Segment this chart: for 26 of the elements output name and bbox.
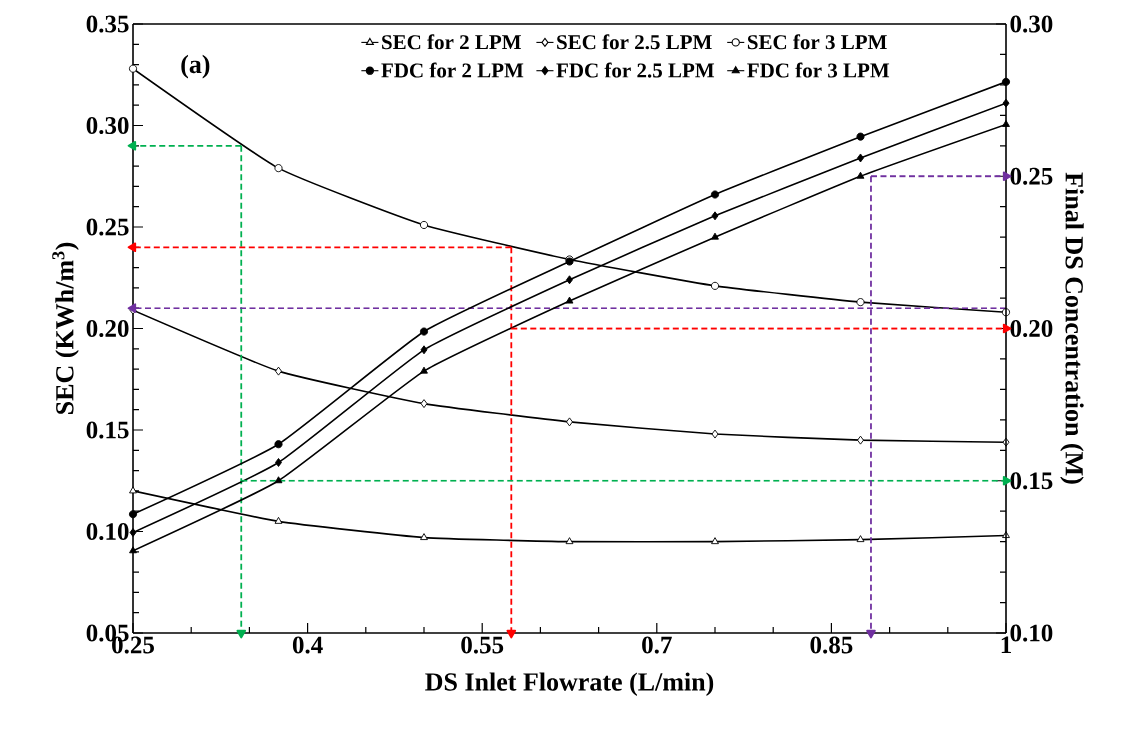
y-tick-label: 0.30 <box>86 117 129 134</box>
y2-tick-label: 0.30 <box>1010 15 1053 33</box>
y2-tick-label: 0.25 <box>1010 167 1053 185</box>
y2-tick-label: 0.15 <box>1010 472 1053 490</box>
y-tick-label: 0.10 <box>86 523 129 540</box>
x-tick-label: 0.7 <box>642 636 672 654</box>
legend-label: FDC for 2 LPM <box>381 62 524 78</box>
x-tick-label: 1 <box>1001 636 1011 654</box>
x-tick-label: 0.4 <box>292 636 323 654</box>
y-axis-title: SEC (KWh/m$^{3}$) <box>52 242 79 414</box>
x-tick-label: 0.85 <box>810 636 853 654</box>
legend-label: FDC for 2.5 LPM <box>556 62 715 78</box>
annotation: (a) <box>181 54 210 79</box>
y2-tick-label: 0.10 <box>1010 624 1053 642</box>
x-tick-label: 0.55 <box>461 636 504 654</box>
y2-tick-label: 0.20 <box>1010 320 1053 337</box>
y-tick-label: 0.15 <box>86 421 129 439</box>
legend-label: SEC for 3 LPM <box>747 34 887 50</box>
y-tick-label: 0.35 <box>86 15 129 33</box>
y2-axis-title: Final DS Concentration (M) <box>1060 172 1084 484</box>
legend-label: SEC for 2 LPM <box>382 34 521 50</box>
x-axis-title: DS Inlet Flowrate (L/min) <box>425 672 714 696</box>
y-tick-label: 0.20 <box>86 320 129 337</box>
legend-label: SEC for 2.5 LPM <box>557 34 712 50</box>
y-tick-label: 0.25 <box>86 218 129 236</box>
legend-label: FDC for 3 LPM <box>747 62 890 78</box>
